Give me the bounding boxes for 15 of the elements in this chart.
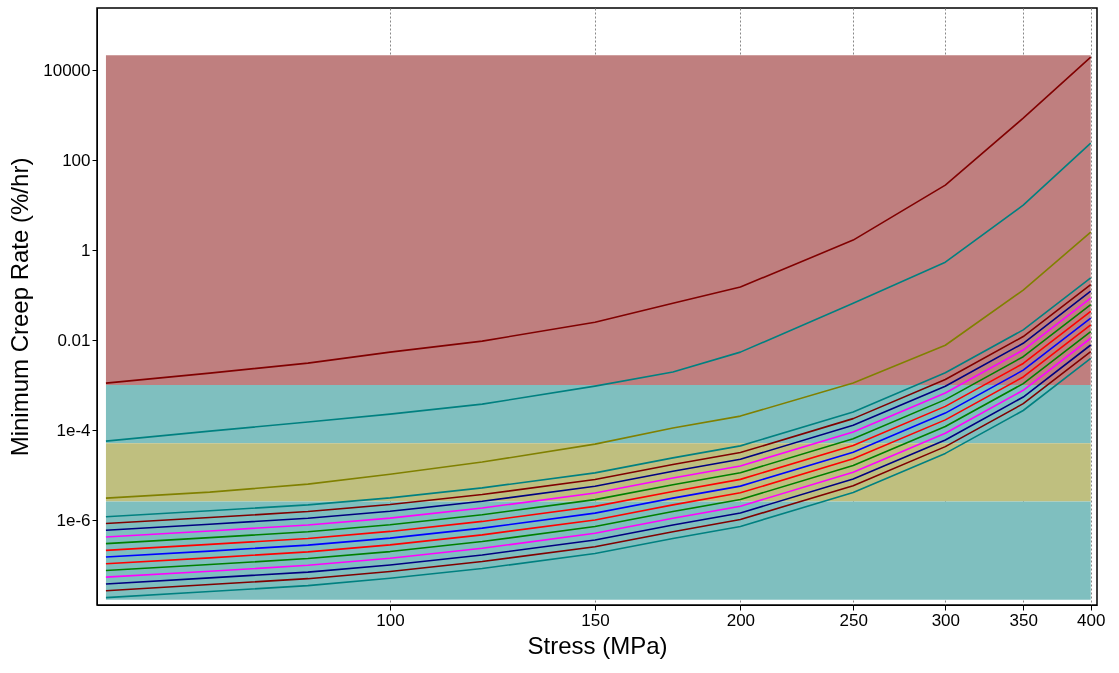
x-tick-label: 100: [376, 610, 405, 630]
y-axis-title: Minimum Creep Rate (%/hr): [6, 157, 34, 457]
y-tick-label: 1: [81, 240, 91, 260]
x-tick-label: 350: [1009, 610, 1038, 630]
x-tick-label: 200: [726, 610, 756, 630]
y-tick-label: 100: [62, 150, 91, 170]
y-tick-label: 0.01: [57, 330, 91, 350]
x-axis-title: Stress (MPa): [527, 631, 668, 659]
x-tick-label: 400: [1077, 610, 1106, 630]
y-tick-label: 1e-6: [56, 510, 91, 530]
y-tick-label: 10000: [43, 60, 91, 80]
x-tick-label: 250: [839, 610, 868, 630]
y-tick-label: 1e-4: [56, 420, 91, 440]
x-tick-label: 300: [931, 610, 961, 630]
x-tick-label: 150: [581, 610, 610, 630]
